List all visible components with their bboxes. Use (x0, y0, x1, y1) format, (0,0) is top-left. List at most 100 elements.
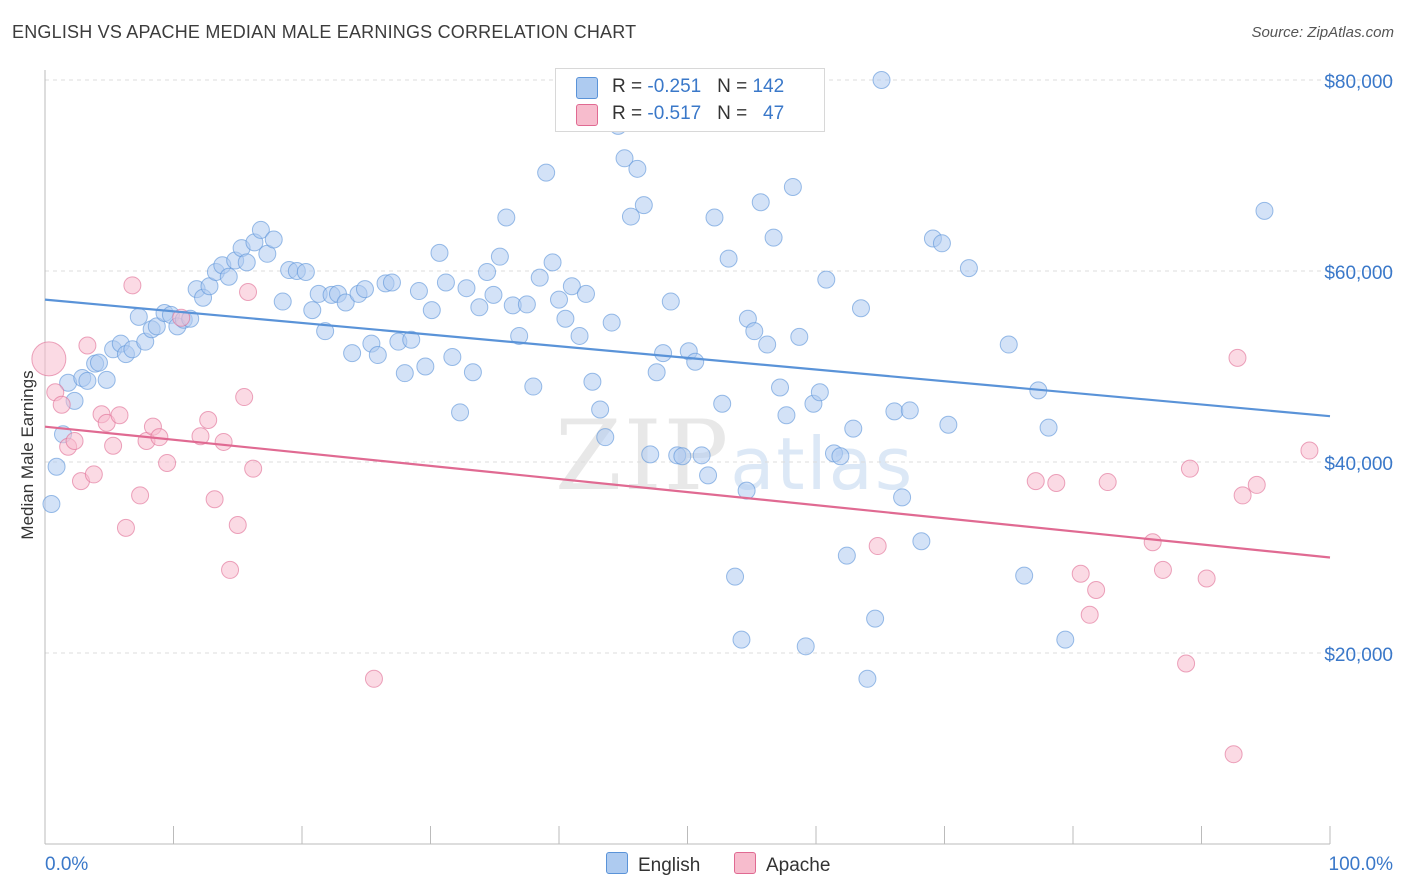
english-point (510, 326, 529, 345)
english-point (470, 298, 489, 317)
english-point (764, 228, 783, 247)
apache-point (1228, 348, 1247, 367)
english-point (530, 268, 549, 287)
english-point (1255, 201, 1274, 220)
source-label: Source: ZipAtlas.com (1251, 24, 1394, 41)
english-point (686, 352, 705, 371)
english-point (621, 207, 640, 226)
apache-point (1143, 533, 1162, 552)
stats-legend: R = -0.251 N = 142 R = -0.517 N = 47 (555, 68, 825, 132)
chart-title: ENGLISH VS APACHE MEDIAN MALE EARNINGS C… (12, 22, 637, 42)
english-point (484, 285, 503, 304)
apache-point (172, 308, 191, 327)
english-point (273, 292, 292, 311)
english-point (641, 445, 660, 464)
y-axis-title: Median Male Earnings (18, 370, 37, 539)
english-point (628, 159, 647, 178)
english-point (42, 495, 61, 514)
english-point (251, 220, 270, 239)
english-point (745, 322, 764, 341)
apache-point (1080, 605, 1099, 624)
english-point (713, 394, 732, 413)
watermark-atlas: atlas (730, 422, 915, 506)
apache-point (1098, 473, 1117, 492)
english-point (866, 609, 885, 628)
english-point (1056, 630, 1075, 649)
apache-point (214, 432, 233, 451)
bottom-label-english: English (638, 855, 701, 876)
apache-point (1247, 475, 1266, 494)
english-point (790, 327, 809, 346)
english-point (661, 292, 680, 311)
english-point (463, 363, 482, 382)
x-tick-label: 0.0% (45, 854, 88, 875)
english-point (872, 71, 891, 89)
english-point (97, 370, 116, 389)
axes (44, 70, 1331, 845)
legend-swatch-english (576, 77, 598, 99)
english-point (430, 243, 449, 262)
english-point (457, 279, 476, 298)
english-point (959, 259, 978, 278)
apache-point (104, 436, 123, 455)
english-point (296, 262, 315, 281)
english-point (777, 406, 796, 425)
apache-point (1177, 654, 1196, 673)
apache-point (239, 283, 258, 302)
apache-point (1300, 441, 1319, 460)
english-point (885, 402, 904, 421)
english-point (939, 415, 958, 434)
english-point (654, 344, 673, 363)
apache-point (235, 388, 254, 407)
english-point (436, 273, 455, 292)
english-point (602, 313, 621, 332)
apache-point (1071, 564, 1090, 583)
english-point (478, 262, 497, 281)
english-point (264, 230, 283, 249)
apache-point (1087, 580, 1106, 599)
english-point (893, 488, 912, 507)
legend-n-value-english: 142 (752, 76, 785, 97)
english-point (591, 400, 610, 419)
english-point (416, 357, 435, 376)
apache-point (116, 518, 135, 537)
english-point (705, 208, 724, 227)
apache-point (84, 465, 103, 484)
english-point (817, 270, 836, 289)
english-point (537, 163, 556, 182)
english-point (732, 630, 751, 649)
bottom-legend-apache: Apache (734, 852, 830, 877)
english-point (837, 546, 856, 565)
english-point (316, 322, 335, 341)
apache-point (364, 669, 383, 688)
bottom-label-apache: Apache (766, 855, 831, 876)
english-point (497, 208, 516, 227)
y-tick-label: $60,000 (1324, 263, 1393, 284)
english-point (831, 447, 850, 466)
english-point (78, 371, 97, 390)
english-point (673, 447, 692, 466)
english-point (1039, 418, 1058, 437)
english-point (129, 307, 148, 326)
english-point (719, 249, 738, 268)
english-point (443, 347, 462, 366)
english-point (355, 280, 374, 299)
english-point (699, 466, 718, 485)
legend-r-value-english: -0.251 (647, 76, 702, 97)
english-point (490, 247, 509, 266)
apache-point (31, 341, 67, 377)
legend-swatch-apache (576, 104, 598, 126)
english-point (368, 346, 387, 365)
english-point (219, 267, 238, 286)
apache-point (1180, 459, 1199, 478)
apache-point (78, 336, 97, 355)
english-point (147, 317, 166, 336)
apache-points (31, 276, 1319, 764)
legend-n-label: N = (717, 103, 753, 124)
apache-point (221, 560, 240, 579)
legend-r-label: R = (612, 76, 648, 97)
apache-point (1233, 486, 1252, 505)
english-point (343, 344, 362, 363)
english-point (583, 372, 602, 391)
english-point (382, 273, 401, 292)
